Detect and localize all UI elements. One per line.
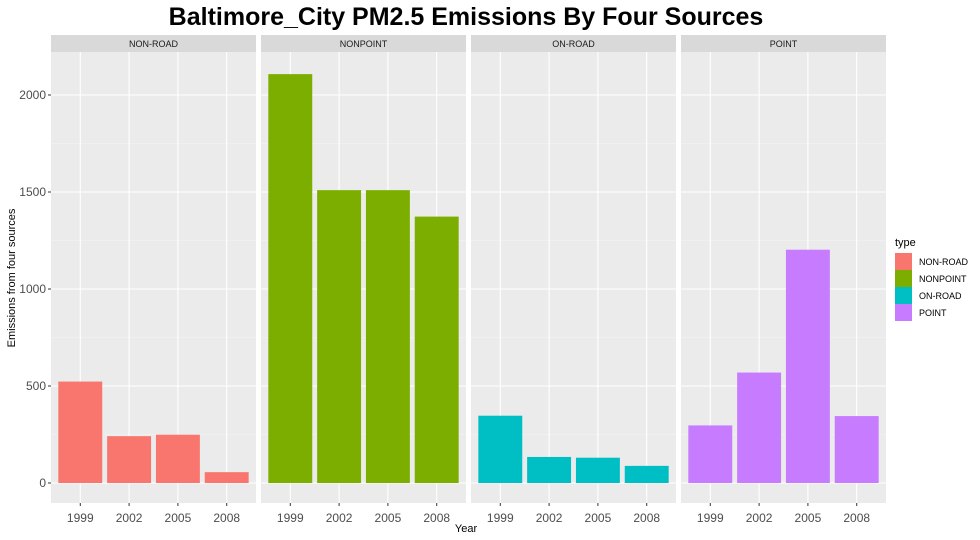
y-tick-label: 1500 — [19, 185, 46, 199]
facet-strip-label: NON-ROAD — [129, 39, 178, 49]
x-tick-label: 2008 — [213, 511, 240, 525]
y-tick-label: 1000 — [19, 282, 46, 296]
bar-nonpoint-2008 — [414, 216, 459, 484]
legend-label: NONPOINT — [919, 274, 967, 284]
legend-label: POINT — [919, 308, 947, 318]
x-tick-label: 2002 — [536, 511, 563, 525]
x-tick-label: 2005 — [585, 511, 612, 525]
facet-strip — [51, 35, 256, 52]
facet-strip — [261, 35, 466, 52]
bar-nonpoint-2002 — [317, 190, 362, 484]
bar-point-2002 — [737, 372, 782, 483]
x-tick-label: 2002 — [116, 511, 143, 525]
facet-panel: NONPOINT 1999 2002 2005 2008 — [261, 35, 466, 525]
bar-on-road-2005 — [575, 457, 620, 483]
bar-non-road-2005 — [155, 434, 200, 483]
facet-panel: ON-ROAD 1999 2002 2005 2008 — [471, 35, 676, 525]
x-tick-label: 2005 — [375, 511, 402, 525]
bar-point-1999 — [688, 425, 733, 483]
y-tick-label: 0 — [39, 476, 46, 490]
x-tick-label: 2002 — [746, 511, 773, 525]
legend-key — [895, 270, 912, 287]
facet-strip — [681, 35, 886, 52]
bar-on-road-1999 — [478, 415, 523, 483]
x-tick-label: 2008 — [843, 511, 870, 525]
legend-label: ON-ROAD — [919, 291, 962, 301]
chart-title: Baltimore_City PM2.5 Emissions By Four S… — [169, 3, 764, 31]
facet-panels: NON-ROAD 1999 2002 2005 2008 NONPOINT 1999 2002… — [51, 35, 886, 525]
facet-panel: POINT 1999 2002 2005 2008 — [681, 35, 886, 525]
y-axis-title: Emissions from four sources — [6, 208, 18, 347]
y-tick-label: 2000 — [19, 88, 46, 102]
x-tick-label: 1999 — [487, 511, 514, 525]
legend-key — [895, 253, 912, 270]
bar-non-road-1999 — [58, 381, 103, 483]
x-axis-title: Year — [455, 523, 478, 535]
x-tick-label: 2008 — [633, 511, 660, 525]
facet-strip — [471, 35, 676, 52]
x-tick-label: 1999 — [67, 511, 94, 525]
bar-on-road-2008 — [624, 465, 669, 483]
x-tick-label: 2008 — [423, 511, 450, 525]
x-tick-label: 2005 — [795, 511, 822, 525]
legend-label: NON-ROAD — [919, 257, 968, 267]
bar-non-road-2008 — [204, 472, 249, 483]
y-tick-label: 500 — [26, 379, 46, 393]
legend-title: type — [895, 237, 916, 249]
bar-nonpoint-2005 — [365, 190, 410, 484]
x-tick-label: 1999 — [697, 511, 724, 525]
bar-nonpoint-1999 — [268, 74, 313, 483]
bar-non-road-2002 — [107, 436, 152, 483]
bar-point-2005 — [785, 249, 830, 483]
x-tick-label: 1999 — [277, 511, 304, 525]
bar-point-2008 — [834, 416, 879, 483]
facet-strip-label: ON-ROAD — [552, 39, 595, 49]
bar-on-road-2002 — [527, 456, 572, 483]
facet-strip-label: NONPOINT — [340, 39, 388, 49]
x-tick-label: 2005 — [165, 511, 192, 525]
y-axis: 0 500 1000 1500 2000 — [19, 88, 51, 490]
legend-key — [895, 287, 912, 304]
legend: type NON-ROAD NONPOINT ON-ROAD POINT — [895, 237, 968, 321]
x-tick-label: 2002 — [326, 511, 353, 525]
facet-strip-label: POINT — [770, 39, 798, 49]
legend-key — [895, 304, 912, 321]
facet-panel: NON-ROAD 1999 2002 2005 2008 — [51, 35, 256, 525]
